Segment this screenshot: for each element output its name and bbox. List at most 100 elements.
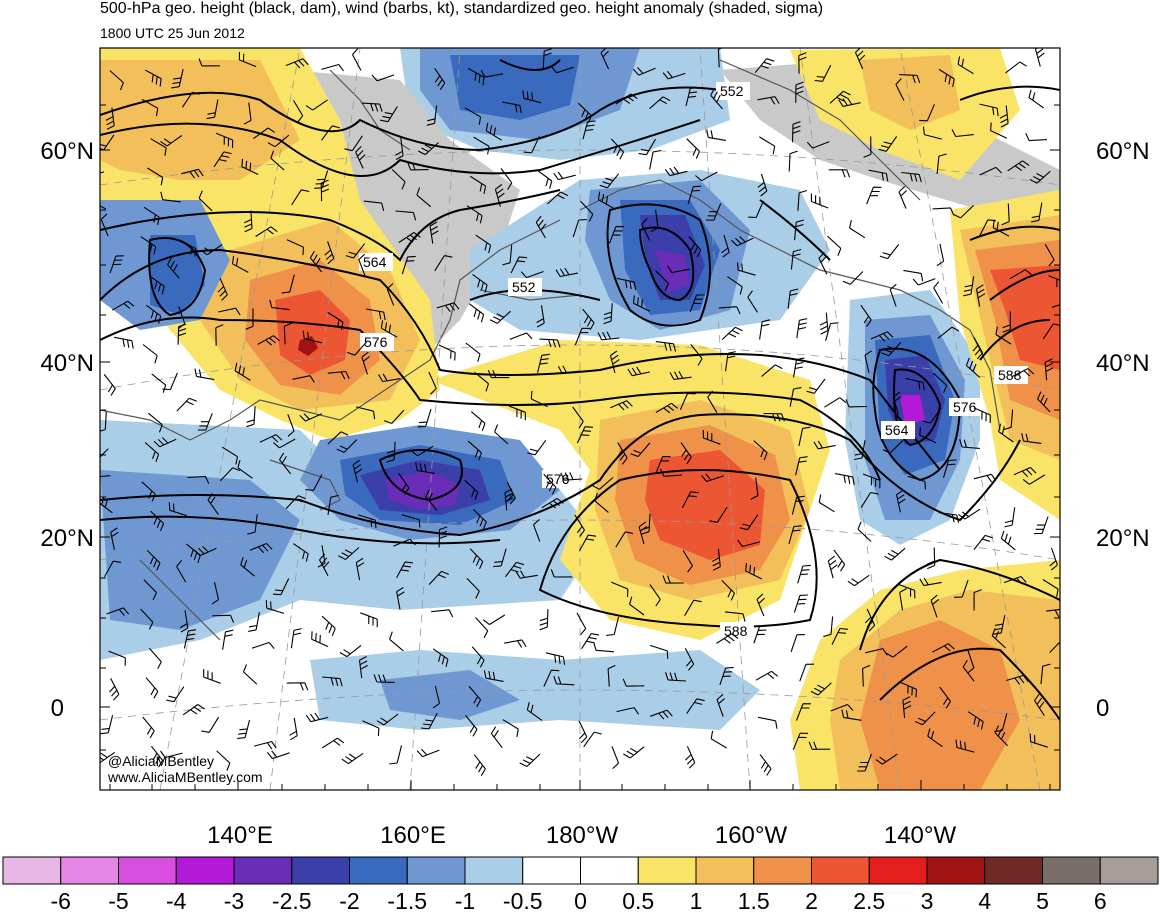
wind-barb — [536, 305, 545, 328]
wind-barb — [681, 491, 699, 509]
wind-barb — [1042, 579, 1059, 598]
wind-barb — [504, 639, 527, 648]
wind-barb — [104, 560, 122, 578]
colorbar-label: 1 — [690, 888, 703, 913]
wind-barb — [114, 336, 134, 349]
longitude-labels: 140°E 160°E 180°W 160°W 140°W — [207, 822, 956, 849]
wind-barb — [100, 134, 115, 151]
wind-barb — [684, 648, 695, 671]
wind-barb — [480, 70, 504, 78]
colorbar-swatch — [984, 856, 1043, 885]
wind-barb — [828, 169, 851, 178]
wind-barb — [884, 547, 906, 561]
wind-barb — [789, 387, 802, 407]
wind-barb — [580, 200, 594, 222]
colorbar-label: 6 — [1094, 888, 1107, 913]
wind-barb — [355, 146, 366, 169]
wind-barb — [539, 338, 561, 348]
wind-barb — [200, 244, 223, 256]
wind-barb — [616, 277, 637, 291]
wind-barb — [100, 751, 116, 764]
wind-barb — [991, 628, 1006, 649]
colorbar-label: 0.5 — [622, 888, 654, 913]
contour-label: 588 — [998, 367, 1022, 383]
wind-barb — [468, 303, 485, 323]
wind-barb — [597, 331, 620, 341]
wind-barb — [100, 715, 114, 735]
wind-barb — [1034, 516, 1049, 535]
wind-barb — [345, 243, 366, 259]
wind-barb — [597, 191, 615, 210]
wind-barb — [281, 274, 295, 294]
wind-barb — [237, 719, 251, 740]
wind-barb — [617, 442, 628, 465]
wind-barb — [218, 307, 241, 316]
wind-barb — [305, 474, 323, 491]
wind-barb — [509, 332, 533, 340]
colorbar-swatch — [522, 856, 581, 885]
wind-barb — [860, 491, 879, 508]
wind-barb — [936, 153, 947, 175]
wind-barb — [243, 102, 252, 125]
wind-barb — [466, 205, 483, 224]
wind-barb — [875, 753, 898, 765]
wind-barb — [216, 750, 231, 771]
wind-barb — [344, 135, 363, 152]
wind-barb — [177, 323, 187, 345]
wind-barb — [885, 645, 908, 658]
wind-barb — [795, 81, 804, 103]
wind-barb — [857, 753, 872, 772]
wind-barb — [685, 86, 699, 107]
wind-barb — [361, 102, 383, 112]
wind-barb — [710, 730, 727, 749]
wind-barb — [429, 221, 439, 244]
wind-barb — [206, 99, 219, 120]
wind-barb — [709, 507, 728, 523]
wind-barb — [550, 569, 573, 578]
wind-barb — [339, 644, 362, 658]
wind-barb — [650, 709, 673, 720]
wind-barb — [1003, 575, 1027, 585]
wind-barb — [959, 439, 980, 449]
wind-barb — [736, 262, 756, 276]
wind-barb — [650, 209, 659, 233]
latitude-labels: 60°N 40°N 20°N 0 60°N 40°N 20°N 0 — [40, 138, 1149, 722]
wind-barb — [895, 78, 905, 101]
wind-barb — [833, 549, 846, 572]
colorbar-swatch — [868, 856, 928, 885]
wind-barb — [810, 193, 829, 209]
colorbar: -6 -5 -4 -3 -2.5 -2 -1.5 -1 -0.5 0 0.5 1 1.5 2 2.5 3 4 5 6 — [2, 856, 1159, 913]
wind-barb — [341, 752, 364, 765]
colorbar-label: -2.5 — [272, 888, 312, 913]
wind-barb — [1029, 170, 1051, 184]
wind-barb — [467, 440, 483, 461]
wind-barb — [485, 122, 502, 141]
lon-label: 140°E — [207, 822, 273, 849]
wind-barb — [243, 210, 253, 233]
wind-barb — [269, 299, 290, 311]
wind-barb — [841, 709, 862, 721]
wind-barb — [795, 456, 808, 476]
wind-barb — [355, 406, 376, 420]
wind-barb — [705, 203, 722, 221]
wind-barb — [973, 589, 982, 611]
anomaly-gray-region — [290, 70, 520, 350]
lon-label: 160°E — [380, 822, 446, 849]
wind-barb — [790, 248, 802, 270]
wind-barb — [150, 510, 165, 532]
wind-barb — [389, 631, 404, 652]
wind-barb — [148, 412, 163, 433]
wind-barb — [727, 276, 743, 295]
wind-barb — [967, 711, 984, 730]
wind-barbs — [100, 48, 1060, 776]
wind-barb — [838, 97, 861, 107]
wind-barb — [1028, 89, 1045, 109]
wind-barb — [576, 426, 594, 444]
wind-barb — [806, 141, 830, 149]
map-plot-area: 552 552 564 576 564 576 588 576 588 @Ali… — [100, 48, 1060, 790]
wind-barb — [979, 166, 1002, 176]
wind-barb — [185, 543, 201, 563]
colorbar-label: 1.5 — [738, 888, 770, 913]
wind-barb — [655, 270, 670, 292]
wind-barb — [1049, 547, 1058, 571]
